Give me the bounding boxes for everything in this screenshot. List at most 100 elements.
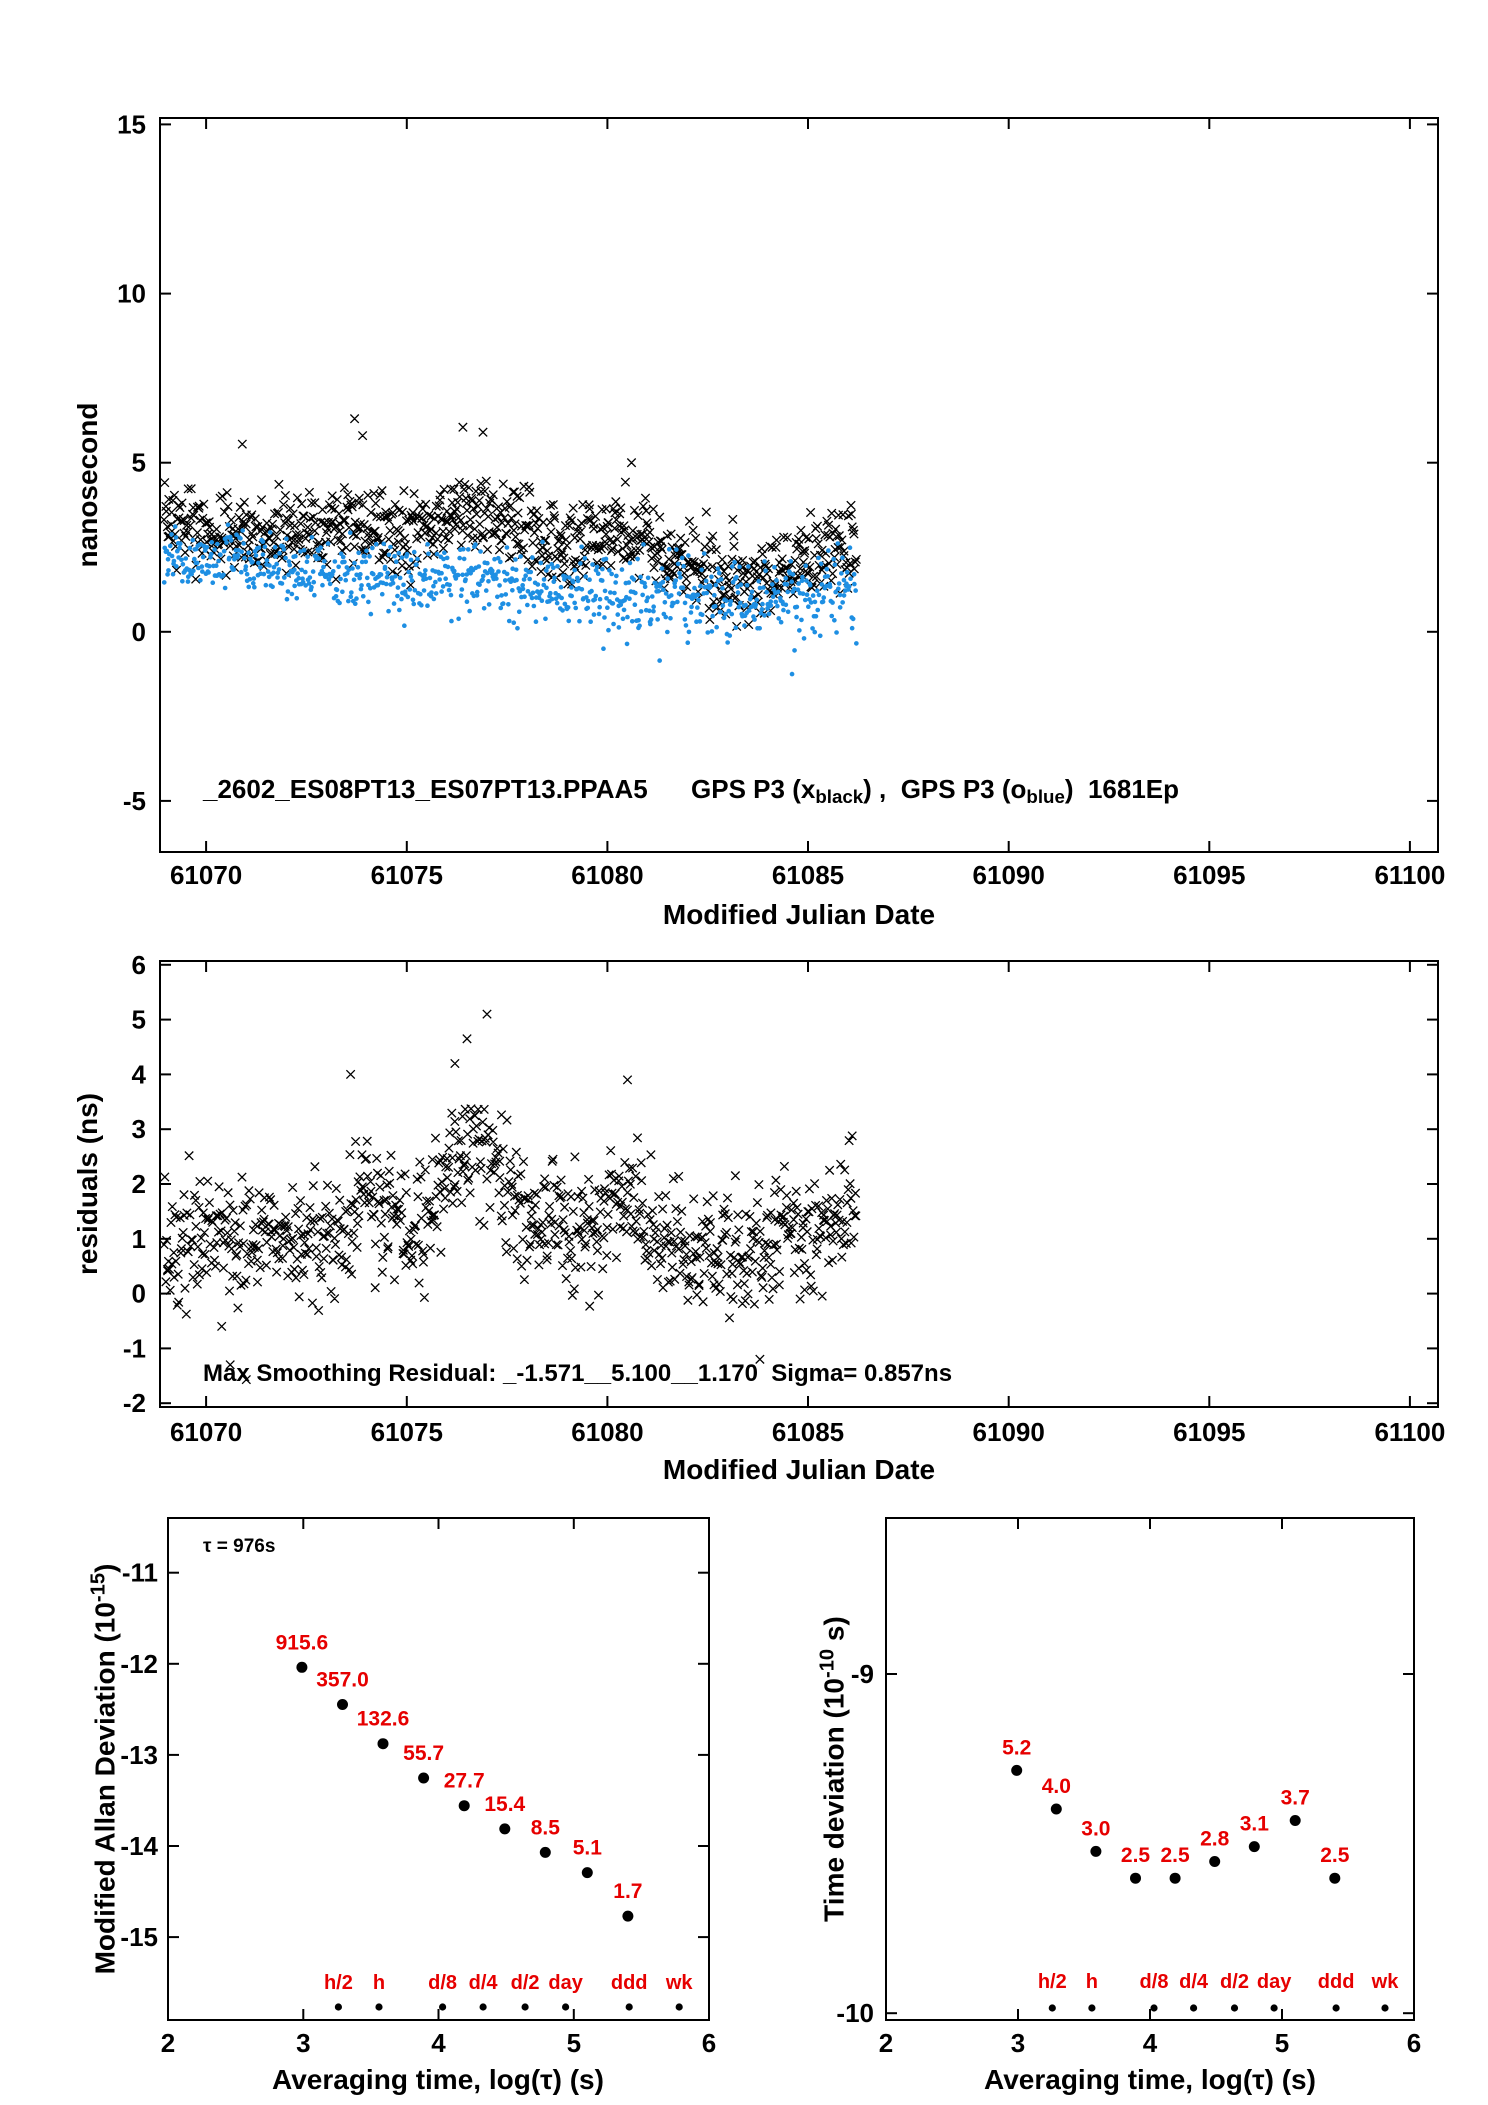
phase-x-tick-label: 61085 (772, 860, 844, 890)
averaging-time-dot (479, 2003, 487, 2011)
averaging-time-label: d/8 (428, 1972, 457, 1994)
residuals-x-tick-label: 61080 (571, 1417, 643, 1447)
averaging-time-dot (334, 2003, 342, 2011)
mdev-data-point (458, 1800, 470, 1812)
residuals-x-tick-label: 61095 (1173, 1417, 1245, 1447)
residual-stats-annotation: Max Smoothing Residual: _-1.571__5.100__… (203, 1360, 953, 1387)
mdev-yaxis-title-close: ) (89, 1563, 121, 1573)
tdev-axes-box (885, 1517, 1415, 2021)
averaging-time-dot (1230, 2004, 1239, 2012)
averaging-time-label: wk (1371, 1971, 1400, 1993)
averaging-time-label: h (1086, 1971, 1098, 1993)
averaging-time-dot (562, 2003, 570, 2011)
file-and-series-label: _2602_ES08PT13_ES07PT13.PPAA5 GPS P3 (x (203, 774, 816, 804)
averaging-time-label: h/2 (324, 1972, 353, 1994)
tdev-data-point (1090, 1845, 1102, 1857)
averaging-time-label: day (548, 1972, 583, 1994)
mdev-x-tick-label: 3 (296, 2028, 310, 2058)
mdev-x-tick-label: 5 (567, 2028, 581, 2058)
mdev-data-point (418, 1772, 430, 1784)
averaging-time-dot (1332, 2004, 1340, 2012)
phase-y-tick-label: 5 (132, 448, 146, 478)
mdev-yaxis-exponent: -15 (87, 1572, 110, 1603)
residuals-y-tick-label: -1 (123, 1333, 146, 1363)
phase-ticks: 61070 61075 61080 61085 61090 61095 61100 -5 0 5 1… (117, 109, 1445, 890)
phase-x-tick-label: 61090 (973, 860, 1045, 890)
residuals-ticks: 61070 61075 61080 61085 61090 61095 61100 -2 -1 0… (123, 950, 1445, 1447)
mdev-value-label: 915.6 (276, 1631, 329, 1654)
residuals-series-x-markers (159, 1009, 861, 1385)
mdev-data-point (499, 1823, 511, 1835)
panel1-xaxis-title: Modified Julian Date (662, 899, 936, 930)
mdev-data-point (539, 1846, 551, 1858)
averaging-time-dot (375, 2003, 383, 2011)
residuals-y-tick-label: 5 (132, 1005, 146, 1035)
tdev-data-point (1011, 1764, 1023, 1776)
averaging-time-dot (675, 2003, 683, 2011)
tdev-points: 5.2 4.0 3.0 2.5 2.5 2.8 3.1 3.7 2.5 h/2 h d/8 d/4 d/2… (1002, 1736, 1400, 2012)
mdev-value-label: 55.7 (403, 1742, 444, 1765)
mdev-y-tick-label: -13 (120, 1740, 158, 1770)
averaging-time-label: day (1257, 1971, 1292, 1993)
panel1-annotation: _2602_ES08PT13_ES07PT13.PPAA5 GPS P3 (x b… (203, 776, 1179, 807)
phase-y-tick-label: 0 (132, 617, 146, 647)
phase-x-tick-label: 61080 (571, 860, 643, 890)
residuals-x-tick-label: 61085 (772, 1417, 844, 1447)
residuals-axes-box (159, 960, 1439, 1408)
mdev-ticks: 2 3 4 5 6 -15 -14 -13 -12 -11 (120, 1518, 716, 2058)
tdev-value-label: 4.0 (1042, 1775, 1071, 1798)
mdev-panel: 2 3 4 5 6 -15 -14 -13 -12 -11 (120, 1517, 716, 2058)
mdev-value-label: 27.7 (444, 1770, 485, 1793)
phase-y-tick-label: -5 (123, 786, 146, 816)
panel2-xaxis-title: Modified Julian Date (662, 1454, 936, 1485)
averaging-time-dot (439, 2003, 447, 2011)
epoch-count-label: ) 1681Ep (1064, 774, 1180, 804)
phase-panel: 61070 61075 61080 61085 61090 61095 61100 -5 0 5 1… (117, 109, 1445, 890)
tdev-x-tick-label: 3 (1011, 2028, 1025, 2058)
residuals-y-tick-label: 4 (132, 1059, 147, 1089)
phase-x-tick-label: 61075 (371, 860, 443, 890)
phase-x-tick-label: 61070 (170, 860, 242, 890)
residuals-y-tick-label: 3 (132, 1114, 146, 1144)
tdev-yaxis-title-text: Time deviation (10 (818, 1678, 850, 1922)
averaging-time-label: h (373, 1972, 385, 1994)
tdev-value-label: 2.5 (1121, 1844, 1151, 1867)
tdev-data-point (1130, 1872, 1141, 1884)
annotation-mid: ) , GPS P3 (o (863, 774, 1027, 804)
residuals-y-tick-label: 1 (132, 1224, 146, 1254)
mdev-x-tick-label: 2 (161, 2028, 175, 2058)
mdev-data-point (296, 1661, 308, 1673)
averaging-time-dot (1150, 2004, 1158, 2012)
averaging-time-label: ddd (611, 1972, 648, 1994)
tdev-data-point (1169, 1872, 1181, 1884)
tdev-data-point (1248, 1841, 1260, 1853)
mdev-points: 915.6 357.0 132.6 55.727.715.4 8.5 5.1 1.7 h/2 h… (276, 1631, 694, 2011)
tdev-ticks: 2 3 4 5 6 -9 -10 (836, 1518, 1421, 2058)
averaging-time-dot (625, 2003, 633, 2011)
series2-subscript: blue (1026, 786, 1065, 808)
mdev-data-point (581, 1867, 593, 1879)
averaging-time-dot (521, 2003, 529, 2011)
averaging-time-label: d/2 (1220, 1971, 1249, 1993)
tdev-yaxis-title-close: s) (818, 1616, 850, 1649)
tdev-x-tick-label: 6 (1407, 2028, 1421, 2058)
mdev-value-label: 5.1 (573, 1837, 603, 1860)
averaging-time-label: h/2 (1038, 1971, 1067, 1993)
tdev-y-tick-label: -10 (836, 1998, 874, 2028)
phase-series-dot-markers (161, 522, 859, 677)
tdev-yaxis-title: Time deviation (10-10 s) (816, 1616, 850, 1922)
tdev-value-label: 3.7 (1281, 1787, 1310, 1810)
tdev-xaxis-title: Averaging time, log(τ) (s) (984, 2064, 1316, 2095)
phase-y-tick-label: 10 (117, 279, 146, 309)
residuals-y-tick-label: 6 (132, 950, 146, 980)
averaging-time-label: d/4 (469, 1972, 499, 1994)
residuals-x-tick-label: 61090 (973, 1417, 1045, 1447)
tdev-value-label: 3.0 (1081, 1817, 1110, 1840)
mdev-value-label: 1.7 (613, 1880, 642, 1903)
tdev-value-label: 5.2 (1002, 1736, 1031, 1759)
residuals-panel: 61070 61075 61080 61085 61090 61095 61100 -2 -1 0… (123, 950, 1445, 1447)
mdev-yaxis-title-text: Modified Allan Deviation (10 (89, 1602, 121, 1975)
mdev-y-tick-label: -12 (120, 1649, 158, 1679)
averaging-time-label: wk (665, 1972, 694, 1994)
tdev-data-point (1209, 1856, 1221, 1867)
